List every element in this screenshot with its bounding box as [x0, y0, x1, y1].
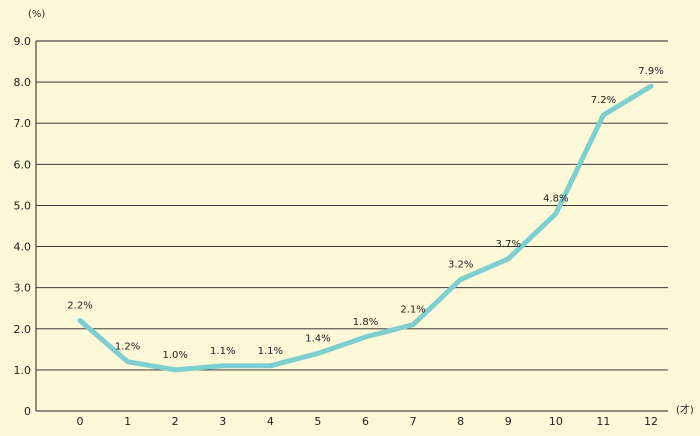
data-label: 3.7%: [496, 239, 521, 250]
y-tick-label: 3.0: [14, 282, 32, 295]
x-tick-label: 3: [219, 415, 226, 428]
x-tick-label: 8: [457, 415, 464, 428]
x-tick-label: 4: [267, 415, 274, 428]
data-label: 3.2%: [448, 259, 473, 270]
data-label: 1.0%: [162, 350, 187, 361]
x-tick-label: 0: [77, 415, 84, 428]
x-tick-label: 9: [505, 415, 512, 428]
data-label: 1.1%: [258, 346, 283, 357]
data-label: 2.2%: [67, 301, 92, 312]
data-labels: 2.2% 1.2% 1.0% 1.1% 1.1% 1.4% 1.8% 2.1% 3.2% 3.7%…: [67, 66, 663, 361]
x-axis-ticks: 0 1 2 3 4 5 6 7 8 9 10 11 12: [77, 415, 659, 428]
grid-lines: [35, 40, 668, 412]
x-axis-unit-label: (才): [676, 403, 694, 416]
y-tick-label: 9.0: [14, 35, 32, 48]
y-tick-label: 8.0: [14, 76, 32, 89]
data-label: 7.9%: [638, 66, 663, 77]
x-tick-label: 11: [596, 415, 610, 428]
x-tick-label: 7: [410, 415, 417, 428]
data-label: 1.4%: [305, 333, 330, 344]
x-tick-label: 2: [172, 415, 179, 428]
x-tick-label: 6: [362, 415, 369, 428]
y-axis-unit-label: (%): [28, 9, 45, 20]
y-tick-label: 6.0: [14, 158, 32, 171]
data-label: 7.2%: [591, 95, 616, 106]
data-label: 1.8%: [353, 317, 378, 328]
data-label: 1.1%: [210, 346, 235, 357]
x-tick-label: 10: [549, 415, 563, 428]
data-label: 2.1%: [400, 305, 425, 316]
series-line: [77, 83, 654, 373]
y-tick-label: 4.0: [14, 241, 32, 254]
data-label: 4.8%: [543, 194, 568, 205]
y-tick-label: 5.0: [14, 199, 32, 212]
y-tick-label: 7.0: [14, 117, 32, 130]
y-tick-label: 2.0: [14, 323, 32, 336]
data-label: 1.2%: [115, 342, 140, 353]
x-tick-label: 5: [314, 415, 321, 428]
y-tick-label: 0: [24, 405, 31, 418]
x-tick-label: 12: [644, 415, 658, 428]
y-tick-label: 1.0: [14, 364, 32, 377]
y-axis-ticks: 0 1.0 2.0 3.0 4.0 5.0 6.0 7.0 8.0 9.0: [14, 35, 32, 418]
x-tick-label: 1: [124, 415, 131, 428]
